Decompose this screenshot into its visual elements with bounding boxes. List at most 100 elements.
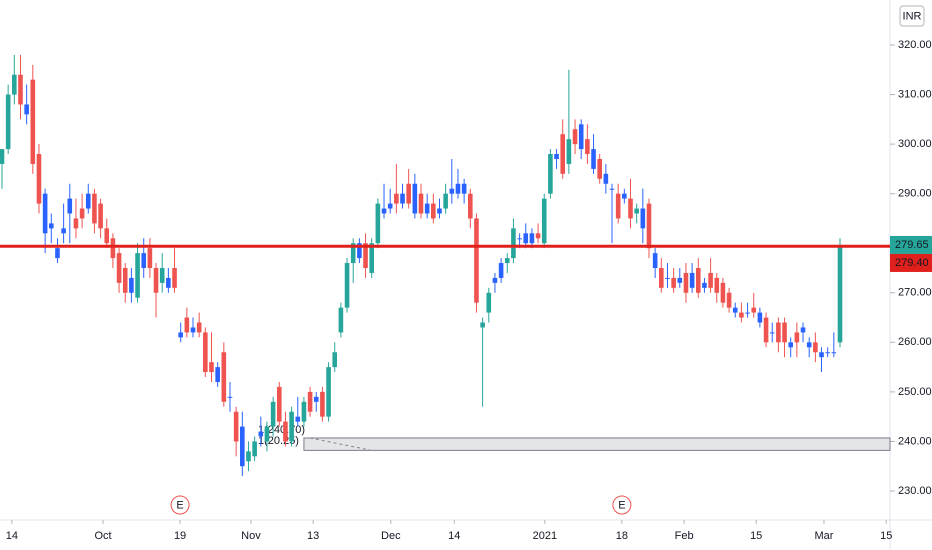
candle-body xyxy=(517,238,522,240)
candle-body xyxy=(739,312,744,318)
candle-body xyxy=(683,272,689,293)
candle-body xyxy=(400,193,405,204)
candle-body xyxy=(714,277,720,293)
candle-body xyxy=(757,312,763,323)
candle-body xyxy=(431,203,436,219)
candle-body xyxy=(122,268,128,293)
candle-body xyxy=(548,154,553,194)
candle-body xyxy=(788,342,794,348)
candle-body xyxy=(424,203,430,214)
candle-body xyxy=(270,401,276,427)
candle-body xyxy=(85,193,91,209)
candle-body xyxy=(387,203,393,209)
candle-body xyxy=(344,263,350,308)
candle-body xyxy=(776,322,781,343)
candle-body xyxy=(671,277,676,288)
y-tick-label: 240.00 xyxy=(898,435,932,447)
candle-body xyxy=(585,139,590,155)
x-tick-label: Dec xyxy=(381,530,401,542)
candle-body xyxy=(455,183,461,194)
candle-body xyxy=(295,416,301,422)
candle-body xyxy=(276,386,282,422)
candle-body xyxy=(646,203,652,249)
candle-body xyxy=(92,193,97,224)
candle-body xyxy=(264,426,270,442)
candle-body xyxy=(147,248,153,268)
candle-body xyxy=(55,248,60,259)
candle-body xyxy=(677,277,683,283)
candle-body xyxy=(665,277,670,279)
x-tick-label: Oct xyxy=(94,530,111,542)
candle-body xyxy=(73,218,79,229)
candle-body xyxy=(36,154,42,204)
candle-body xyxy=(233,411,239,442)
candle-body xyxy=(591,149,596,169)
candle-body xyxy=(338,307,344,333)
candle-body xyxy=(135,253,140,298)
candle-body xyxy=(634,208,639,214)
candle-body xyxy=(369,243,375,273)
y-tick-label: 230.00 xyxy=(898,485,932,497)
candle-body xyxy=(622,193,627,199)
y-tick-label: 250.00 xyxy=(898,386,932,398)
candle-body xyxy=(215,367,220,382)
event-marker xyxy=(612,495,632,515)
currency: INR xyxy=(903,10,922,22)
candle-body xyxy=(486,292,492,313)
candle-body xyxy=(326,367,331,417)
candle-body xyxy=(129,277,134,293)
candle-body xyxy=(498,263,504,278)
candle-body xyxy=(332,352,338,368)
candle-body xyxy=(837,244,843,343)
y-tick-label: 310.00 xyxy=(898,88,932,100)
event-label: E xyxy=(618,499,625,511)
candle-body xyxy=(172,268,177,288)
candle-body xyxy=(190,327,196,333)
candle-body xyxy=(474,218,479,303)
candle-body xyxy=(560,134,566,174)
x-tick-label: Feb xyxy=(675,530,694,542)
candle-body xyxy=(769,332,775,334)
candle-body xyxy=(720,282,726,303)
candle-body xyxy=(258,431,264,437)
y-tick-label: 270.00 xyxy=(898,287,932,299)
currency-box[interactable] xyxy=(899,5,925,27)
event-marker xyxy=(170,495,190,515)
candle-body xyxy=(227,396,233,398)
candle-body xyxy=(566,139,572,164)
candle-body xyxy=(320,391,325,417)
candle-body xyxy=(313,396,319,402)
candle-body xyxy=(708,272,713,288)
candle-body xyxy=(825,352,830,354)
candle-body xyxy=(141,253,147,268)
candle-body xyxy=(480,322,485,328)
candle-body xyxy=(541,198,547,244)
x-tick-label: Mar xyxy=(815,530,834,542)
candle-body xyxy=(30,79,36,164)
candle-body xyxy=(375,203,381,244)
x-tick-label: 15 xyxy=(750,530,762,542)
candle-body xyxy=(98,203,103,229)
candle-body xyxy=(252,441,257,457)
candle-body xyxy=(406,183,411,204)
x-tick-label: 14 xyxy=(448,530,460,542)
dashed-line xyxy=(309,437,371,451)
candle-body xyxy=(203,332,208,373)
candle-body xyxy=(813,342,818,353)
candle-body xyxy=(412,183,418,214)
candle-body xyxy=(461,183,467,194)
candle-body xyxy=(67,198,73,214)
candle-body xyxy=(695,268,701,293)
candle-body xyxy=(763,317,769,343)
candle-body xyxy=(443,193,448,209)
candle-body xyxy=(794,332,800,343)
candle-body xyxy=(418,193,424,214)
candle-body xyxy=(178,332,183,338)
candle-body xyxy=(609,188,615,190)
candle-body xyxy=(504,258,510,264)
candle-body xyxy=(24,104,29,115)
candle-body xyxy=(819,352,824,358)
last-price-tag xyxy=(890,235,932,254)
x-tick-label: 13 xyxy=(307,530,319,542)
candle-body xyxy=(363,243,368,268)
